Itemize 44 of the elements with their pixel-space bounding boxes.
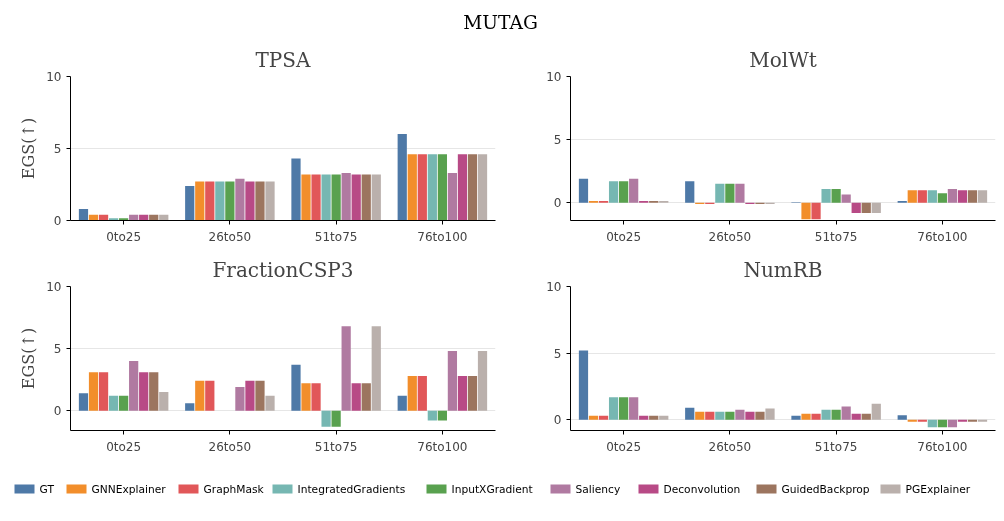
y-tick-label: 5 (553, 346, 562, 361)
x-tick-label: 0to25 (606, 439, 642, 454)
legend-label: InputXGradient (451, 482, 533, 496)
x-tick-label: 76to100 (917, 439, 968, 454)
text: MUTAG (463, 12, 538, 33)
legend-label: PGExplainer (905, 482, 971, 496)
y-tick-label: 0 (53, 214, 62, 228)
x-tick-label: 51to75 (814, 229, 858, 244)
chart-title: MolWt (749, 47, 817, 72)
x-tick-label: 26to50 (208, 229, 252, 244)
x-tick-label: 76to100 (417, 229, 468, 244)
legend-label: GraphMask (203, 482, 265, 496)
legend-label: GNNExplainer (91, 482, 167, 496)
y-tick-label: 0 (53, 404, 62, 419)
y-tick-label: 10 (46, 280, 62, 294)
legend-label: Deconvolution (663, 482, 741, 496)
y-tick-label: 10 (546, 280, 562, 294)
legend-label: GT (39, 482, 55, 496)
x-tick-label: 0to25 (606, 229, 642, 244)
y-tick-label: 10 (46, 70, 62, 84)
legend-label: IntegratedGradients (297, 482, 406, 496)
legend-label: GuidedBackprop (781, 482, 870, 496)
chart-title: FractionCSP3 (212, 257, 354, 282)
x-tick-label: 26to50 (708, 229, 752, 244)
y-tick-label: 0 (553, 196, 562, 211)
y-tick-label: 10 (546, 70, 562, 84)
x-tick-label: 26to50 (208, 439, 252, 454)
x-tick-label: 26to50 (708, 439, 752, 454)
y-axis-title: EGS(↑) (19, 117, 39, 180)
y-axis-title: EGS(↑) (19, 327, 39, 390)
legend-label: Saliency (575, 482, 621, 496)
x-tick-label: 0to25 (106, 229, 142, 244)
x-tick-label: 76to100 (417, 439, 468, 454)
y-tick-label: 0 (553, 413, 562, 428)
x-tick-label: 76to100 (917, 229, 968, 244)
y-tick-label: 5 (53, 142, 62, 156)
x-tick-label: 51to75 (314, 229, 358, 244)
x-tick-label: 0to25 (106, 439, 142, 454)
x-tick-label: 51to75 (814, 439, 858, 454)
x-tick-label: 51to75 (314, 439, 358, 454)
y-tick-label: 5 (53, 342, 62, 357)
y-tick-label: 5 (553, 133, 562, 148)
chart-title: TPSA (255, 47, 312, 72)
chart-title: NumRB (743, 257, 823, 282)
